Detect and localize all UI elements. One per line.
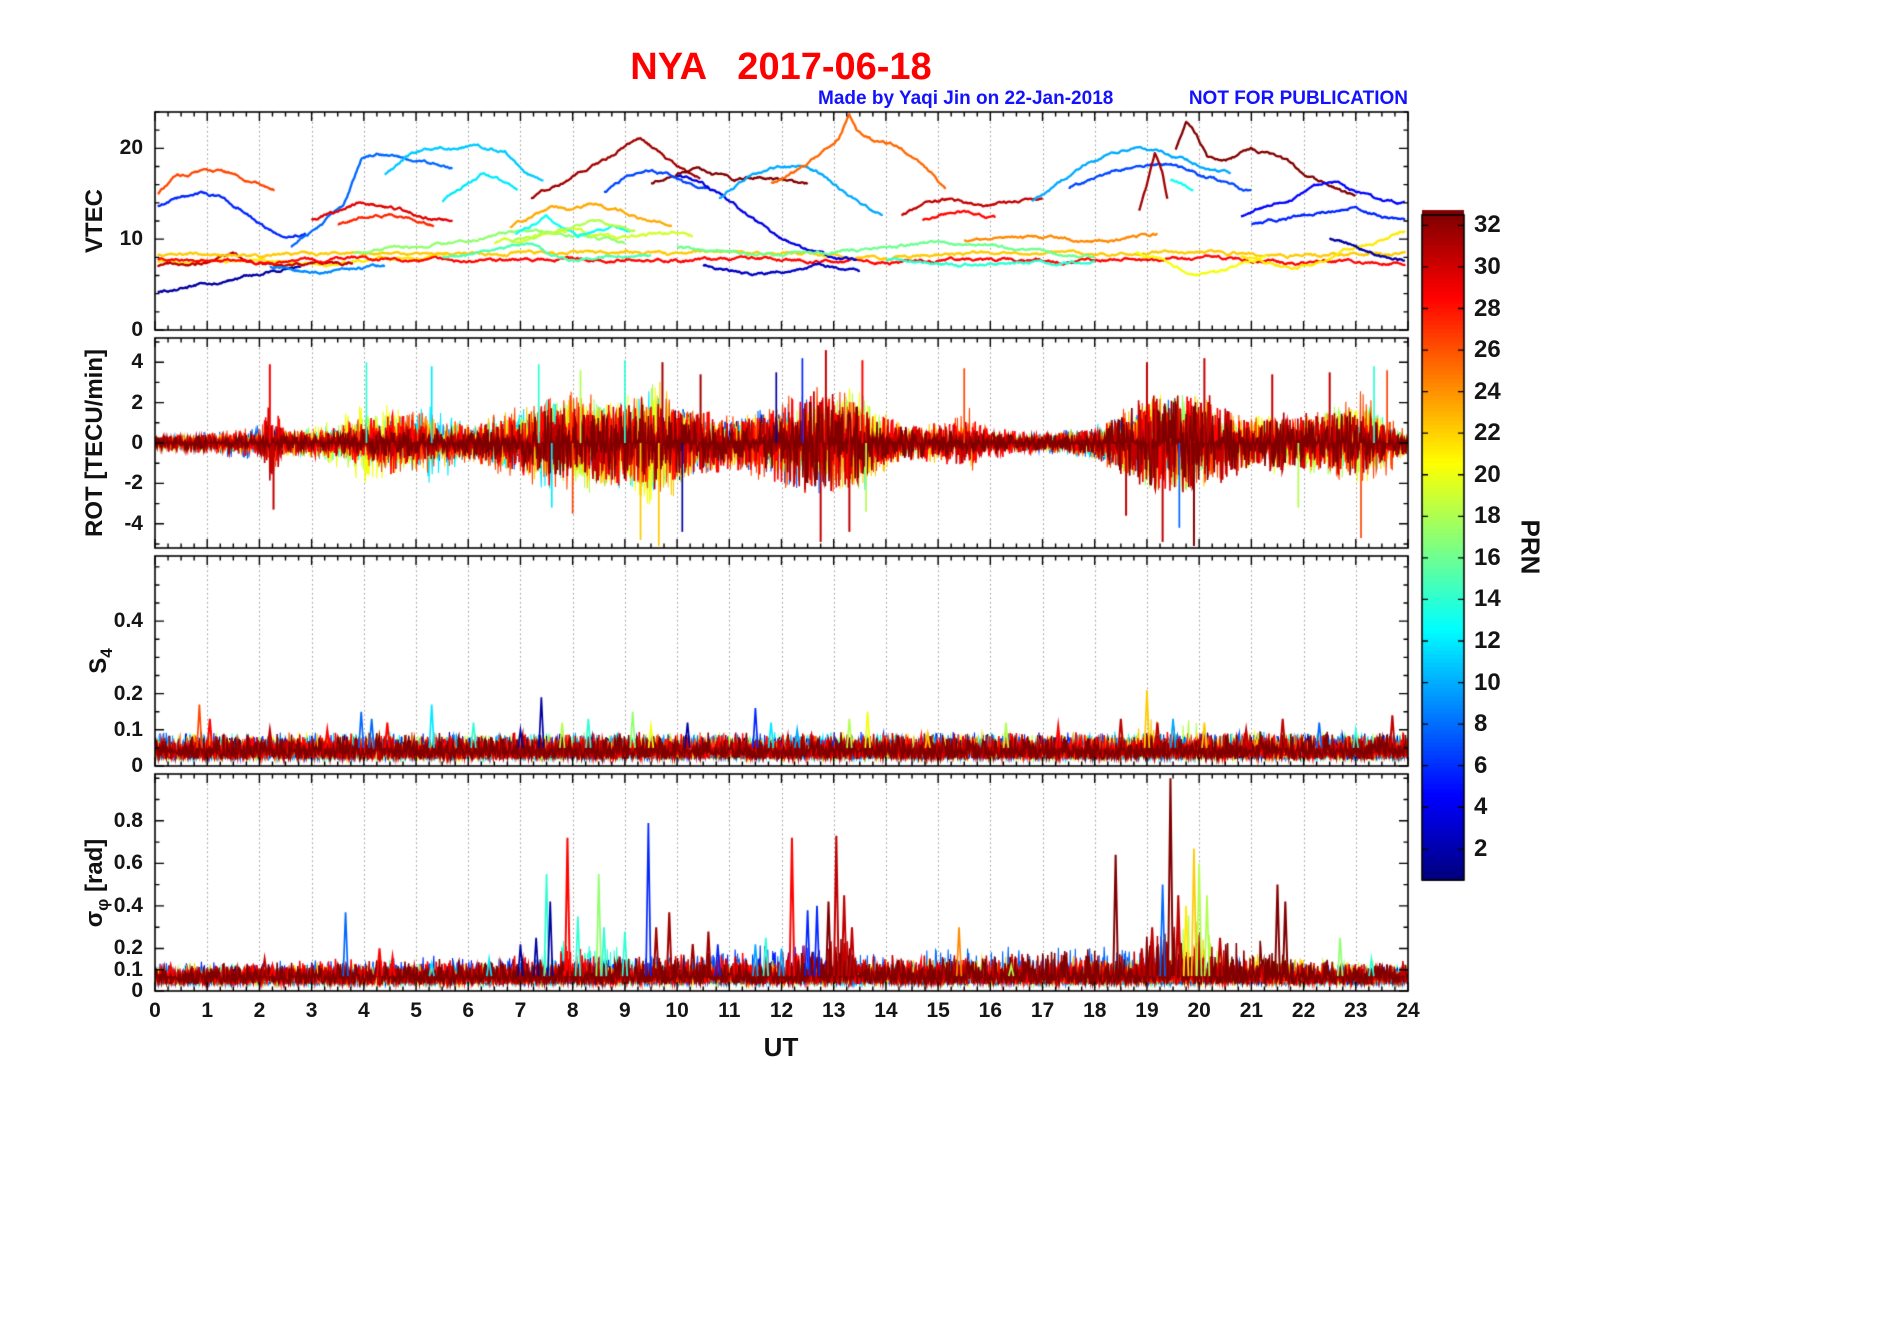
- x-tick-label: 20: [1187, 999, 1211, 1022]
- colorbar-tick-label: 32: [1474, 211, 1501, 239]
- colorbar-tick-label: 8: [1474, 710, 1488, 738]
- colorbar-tick-label: 24: [1474, 377, 1501, 405]
- y-axis-label-sub: φ: [92, 898, 112, 911]
- y-tick-label: 0.1: [113, 717, 143, 741]
- x-tick-label: 9: [619, 999, 631, 1022]
- y-tick-label: 2: [131, 390, 143, 414]
- colorbar-label: PRN: [1515, 519, 1546, 575]
- x-tick-label: 10: [665, 999, 689, 1022]
- y-tick-label: 0.8: [113, 808, 143, 832]
- y-axis-label-sigma-phi: σφ [rad]: [81, 839, 113, 928]
- y-axis-label-post: [rad]: [81, 838, 109, 899]
- y-tick-label: 0.1: [113, 957, 143, 981]
- x-tick-label: 23: [1344, 999, 1368, 1022]
- colorbar-tick-label: 30: [1474, 252, 1501, 280]
- y-tick-label: 0.4: [113, 893, 143, 917]
- y-tick-label: 20: [119, 136, 143, 160]
- y-tick-label: 4: [131, 350, 143, 374]
- x-tick-label: 14: [874, 999, 898, 1022]
- y-tick-label: -2: [124, 471, 143, 495]
- colorbar-tick-label: 2: [1474, 834, 1488, 862]
- y-tick-label: 0: [131, 754, 143, 777]
- warning-text: NOT FOR PUBLICATION: [1188, 88, 1408, 109]
- x-tick-label: 11: [718, 999, 741, 1022]
- x-tick-label: 17: [1030, 999, 1055, 1022]
- x-tick-label: 7: [514, 999, 527, 1022]
- y-tick-label: 0.2: [113, 681, 143, 705]
- x-axis-label: UT: [763, 1032, 799, 1062]
- x-tick-label: 24: [1396, 999, 1420, 1022]
- colorbar-tick-label: 10: [1474, 668, 1501, 696]
- x-tick-label: 21: [1239, 999, 1264, 1022]
- y-axis-label-s4: S4: [85, 648, 117, 673]
- y-axis-label-vtec: VTEC: [81, 189, 113, 253]
- y-axis-label-sub: 4: [96, 648, 116, 658]
- x-tick-label: 13: [822, 999, 846, 1022]
- colorbar-tick-label: 20: [1474, 460, 1501, 488]
- colorbar-tick-label: 14: [1474, 585, 1501, 613]
- y-axis-label-text: σ: [81, 910, 109, 928]
- colorbar-tick-label: 18: [1474, 502, 1501, 530]
- x-tick-label: 6: [462, 999, 475, 1022]
- colorbar-tick-label: 26: [1474, 336, 1501, 364]
- colorbar-tick-label: 16: [1474, 543, 1501, 571]
- y-tick-label: 0: [131, 431, 143, 454]
- x-tick-label: 19: [1135, 999, 1159, 1022]
- colorbar-tick-label: 28: [1474, 294, 1501, 322]
- y-axis-label-text: S: [85, 657, 113, 674]
- y-axis-label-rot: ROT [TECU/min]: [81, 349, 113, 537]
- colorbar-tick-label: 6: [1474, 751, 1488, 779]
- y-tick-label: 0: [131, 318, 143, 341]
- x-tick-label: 8: [566, 999, 579, 1022]
- colorbar-tick-label: 22: [1474, 419, 1501, 447]
- x-tick-label: 18: [1083, 999, 1107, 1022]
- y-tick-label: 0.2: [113, 936, 143, 960]
- y-axis-label-text: ROT [TECU/min]: [81, 349, 109, 537]
- x-tick-label: 22: [1291, 999, 1316, 1022]
- y-axis-label-text: VTEC: [81, 188, 109, 254]
- x-tick-label: 1: [201, 999, 214, 1022]
- colorbar-tick-label: 12: [1474, 627, 1501, 655]
- x-tick-label: 3: [305, 999, 318, 1022]
- credit-text: Made by Yaqi Jin on 22-Jan-2018: [818, 88, 1114, 109]
- x-tick-label: 0: [149, 999, 161, 1022]
- colorbar-tick-label: 4: [1474, 793, 1488, 821]
- y-tick-label: 0.6: [113, 851, 143, 875]
- y-tick-label: 10: [119, 227, 143, 251]
- x-tick-label: 4: [357, 999, 370, 1022]
- x-tick-label: 16: [978, 999, 1003, 1022]
- x-tick-label: 15: [926, 999, 950, 1022]
- y-tick-label: 0: [131, 979, 143, 1002]
- x-tick-label: 12: [769, 999, 794, 1022]
- x-tick-label: 5: [410, 999, 422, 1022]
- y-tick-label: -4: [124, 511, 143, 535]
- figure-title: NYA 2017-06-18: [630, 46, 932, 88]
- x-tick-label: 2: [253, 999, 266, 1022]
- y-tick-label: 0.4: [113, 609, 143, 633]
